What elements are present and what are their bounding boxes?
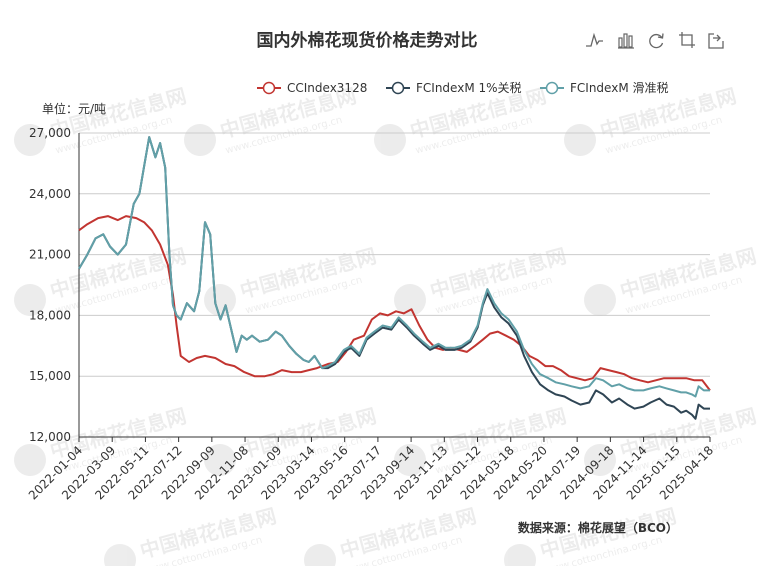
y-tick-label: 27,000 xyxy=(29,126,71,140)
toolbox xyxy=(584,30,726,50)
export-icon[interactable] xyxy=(706,30,726,50)
legend-label: FCIndexM 1%关税 xyxy=(416,81,522,95)
y-tick-label: 21,000 xyxy=(29,248,71,262)
legend: CCIndex3128 FCIndexM 1%关税 FCIndexM 滑准税 xyxy=(257,81,669,95)
line-icon[interactable] xyxy=(584,30,604,50)
chart-title: 国内外棉花现货价格走势对比 xyxy=(257,30,478,51)
legend-item-1[interactable]: CCIndex3128 xyxy=(257,81,367,95)
y-tick-label: 24,000 xyxy=(29,187,71,201)
legend-marker xyxy=(391,81,405,95)
data-source: 数据来源：棉花展望（BCO） xyxy=(518,520,678,535)
bar-icon[interactable] xyxy=(616,30,636,50)
legend-label: CCIndex3128 xyxy=(287,81,367,95)
y-tick-label: 18,000 xyxy=(29,308,71,322)
legend-marker xyxy=(262,81,276,95)
grid-lines xyxy=(79,132,710,377)
unit-label: 单位：元/吨 xyxy=(42,101,106,116)
y-tick-label: 15,000 xyxy=(29,369,71,383)
series-line-3 xyxy=(78,136,710,398)
series-layer xyxy=(78,136,711,420)
crop-icon[interactable] xyxy=(677,30,697,50)
series-line-1 xyxy=(78,215,711,392)
legend-item-3[interactable]: FCIndexM 滑准税 xyxy=(540,81,669,95)
y-tick-label: 12,000 xyxy=(29,430,71,444)
legend-item-2[interactable]: FCIndexM 1%关税 xyxy=(386,81,522,95)
legend-label: FCIndexM 滑准税 xyxy=(570,81,669,95)
y-axis: 12,000 15,000 18,000 21,000 24,000 27,000 xyxy=(29,126,80,444)
restore-icon[interactable] xyxy=(646,30,666,50)
legend-marker xyxy=(545,81,559,95)
